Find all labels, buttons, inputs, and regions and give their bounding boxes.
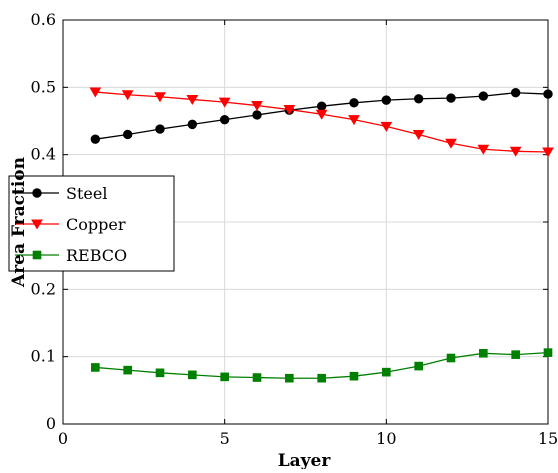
- legend-item-steel: Steel: [15, 184, 107, 203]
- y-tick-label: 0.5: [31, 77, 56, 96]
- rebco-point: [543, 348, 553, 357]
- rebco-point: [123, 365, 132, 375]
- steel-point: [413, 94, 424, 104]
- rebco-point: [220, 372, 229, 382]
- rebco-point: [188, 370, 197, 380]
- steel-point: [478, 91, 489, 101]
- rebco-point: [252, 373, 262, 382]
- legend-swatch-marker: [31, 219, 43, 230]
- copper-line: [95, 91, 549, 153]
- rebco-point: [446, 353, 456, 363]
- steel-point: [122, 129, 133, 140]
- rebco-point: [382, 367, 391, 377]
- x-axis-title: Layer: [278, 451, 332, 469]
- copper-point: [348, 115, 360, 126]
- steel-point: [155, 124, 165, 134]
- rebco-point: [317, 373, 326, 383]
- copper-point: [380, 121, 393, 132]
- steel-point: [316, 101, 327, 111]
- x-tick-label: 10: [376, 429, 396, 448]
- y-tick-label: 0.1: [31, 347, 56, 366]
- copper-point: [154, 92, 166, 103]
- copper-point: [251, 101, 263, 111]
- steel-point: [381, 95, 392, 105]
- legend-label: Steel: [66, 184, 107, 203]
- steel-point: [187, 119, 198, 130]
- legend-label: REBCO: [66, 246, 127, 265]
- rebco-point: [479, 349, 488, 358]
- steel-point: [219, 114, 230, 125]
- x-tick-label: 0: [58, 429, 68, 448]
- x-tick-label: 5: [220, 429, 230, 448]
- rebco-point: [349, 371, 359, 381]
- copper-point: [445, 138, 457, 149]
- x-tick-label: 15: [538, 429, 558, 448]
- copper-point: [89, 87, 102, 98]
- steel-series: [90, 88, 553, 144]
- legend-swatch-marker: [32, 250, 42, 260]
- copper-point: [283, 105, 296, 116]
- rebco-series: [91, 348, 553, 383]
- y-tick-label: 0.4: [31, 145, 56, 164]
- copper-point: [412, 129, 425, 140]
- legend-item-copper: Copper: [15, 215, 126, 234]
- steel-point: [90, 134, 101, 144]
- legend-item-rebco: REBCO: [15, 246, 127, 265]
- rebco-point: [91, 363, 100, 372]
- copper-point: [542, 147, 554, 158]
- steel-point: [510, 88, 521, 98]
- steel-point: [349, 98, 359, 108]
- y-axis-title: Area Fraction: [9, 157, 29, 288]
- series-group: [89, 87, 554, 383]
- copper-point: [186, 94, 199, 105]
- steel-point: [252, 110, 262, 120]
- copper-series: [89, 87, 554, 158]
- steel-point: [446, 93, 456, 103]
- legend-swatch-marker: [32, 188, 42, 198]
- copper-point: [315, 109, 328, 120]
- copper-point: [509, 146, 522, 157]
- legend-label: Copper: [66, 215, 126, 234]
- copper-point: [121, 90, 134, 101]
- steel-point: [543, 89, 553, 99]
- legend: Steel Copper REBCO: [8, 175, 175, 272]
- rebco-point: [511, 350, 520, 359]
- y-tick-label: 0: [46, 414, 56, 433]
- rebco-point: [414, 361, 423, 371]
- copper-point: [218, 97, 231, 108]
- y-tick-label: 0.6: [31, 10, 56, 29]
- copper-point: [477, 144, 490, 155]
- rebco-point: [285, 373, 294, 383]
- rebco-point: [155, 368, 165, 378]
- y-tick-label: 0.2: [31, 279, 56, 298]
